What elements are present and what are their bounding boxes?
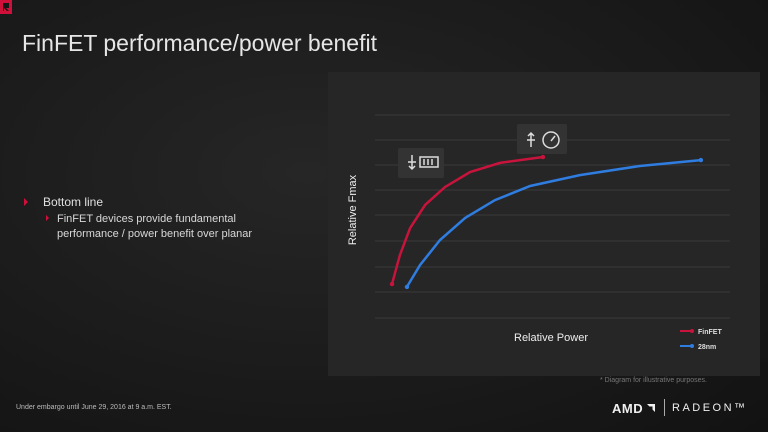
bullet-marker — [24, 198, 28, 206]
series-line — [390, 155, 545, 286]
bullet-marker — [46, 215, 49, 221]
end-point — [698, 157, 704, 163]
end-point — [404, 284, 410, 290]
brand-logo: AMD — [612, 401, 644, 416]
bullet: Bottom line — [43, 195, 104, 209]
brand-arrow — [647, 404, 655, 412]
legend-label: FinFET — [698, 329, 722, 336]
logo-mark — [0, 0, 12, 14]
chart-panel — [328, 72, 760, 376]
separator — [664, 399, 665, 416]
performance-icon — [517, 124, 567, 154]
slide-title: FinFET performance/power benefit — [22, 30, 377, 56]
legend-swatch-dot — [690, 344, 694, 348]
embargo-notice: Under embargo until June 29, 2016 at 9 a… — [16, 404, 172, 411]
y-axis-label: Relative Fmax — [347, 174, 359, 245]
sub-bullet: FinFET devices provide fundamental perfo… — [57, 213, 253, 240]
product-logo: RADEON™ — [672, 402, 748, 414]
footnote: * Diagram for illustrative purposes. — [600, 377, 707, 384]
end-point — [389, 281, 395, 287]
legend-label: 28nm — [698, 344, 716, 351]
legend-swatch-dot — [690, 329, 694, 333]
end-point — [540, 154, 546, 160]
x-axis-label: Relative Power — [514, 332, 588, 344]
power-icon — [398, 148, 444, 178]
series-line — [405, 158, 703, 289]
